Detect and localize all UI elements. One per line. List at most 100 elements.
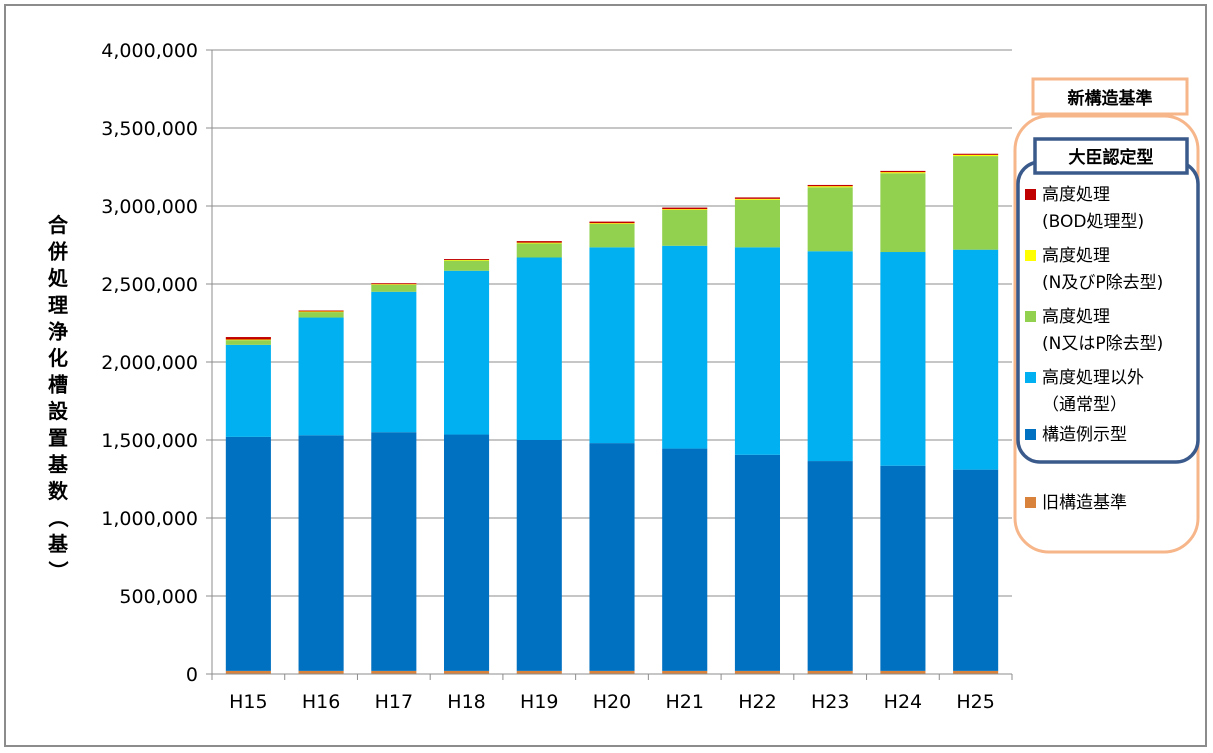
- bar-segment: [299, 318, 344, 436]
- x-tick-label: H23: [811, 691, 849, 713]
- bar-segment: [662, 208, 707, 210]
- legend-label: (N及びP除去型): [1042, 273, 1163, 293]
- bar-segment: [880, 466, 925, 671]
- y-axis-label: 合併処理浄化槽設置基数（基）: [46, 213, 70, 581]
- x-tick-label: H20: [593, 691, 631, 713]
- bar-segment: [808, 251, 853, 461]
- bar-segment: [662, 449, 707, 671]
- legend-label: （通常型）: [1042, 395, 1127, 415]
- legend-label: 高度処理: [1042, 307, 1110, 327]
- y-axis-label-char: 理: [48, 293, 68, 317]
- bar-segment: [226, 337, 271, 339]
- bar-segment: [953, 156, 998, 250]
- y-axis-label-char: 置: [48, 426, 68, 450]
- y-axis-label-char: （: [46, 508, 70, 528]
- y-axis-label-char: 基: [48, 452, 69, 476]
- x-tick-label: H24: [884, 691, 922, 713]
- bar-segment: [299, 311, 344, 312]
- y-tick-label: 3,500,000: [101, 118, 198, 140]
- bar-segment: [371, 284, 416, 285]
- legend-swatch: [1025, 189, 1036, 200]
- y-axis-label-char: 合: [48, 213, 69, 237]
- bar-segment: [517, 257, 562, 440]
- y-axis-label-char: 槽: [48, 373, 68, 397]
- bar-segment: [226, 340, 271, 345]
- bar-segment: [444, 271, 489, 435]
- bar-segment: [880, 173, 925, 252]
- y-axis-label-char: ）: [46, 561, 70, 581]
- x-tick-label: H21: [665, 691, 703, 713]
- y-tick-label: 1,500,000: [101, 430, 198, 452]
- bar-segment: [735, 199, 780, 200]
- legend-swatch: [1025, 250, 1036, 261]
- bar-segment: [517, 440, 562, 671]
- bar-segment: [517, 243, 562, 244]
- bar-segment: [589, 224, 634, 247]
- legend-label: (N又はP除去型): [1042, 334, 1163, 354]
- bar-segment: [880, 252, 925, 466]
- bar-segment: [662, 246, 707, 449]
- bar-segment: [953, 470, 998, 671]
- bar-segment: [662, 210, 707, 246]
- bar-segment: [662, 209, 707, 210]
- y-axis-label-char: 化: [48, 346, 68, 370]
- x-tick-label: H22: [738, 691, 776, 713]
- bar-segment: [808, 186, 853, 187]
- x-tick-label: H25: [956, 691, 994, 713]
- bar-segment: [953, 154, 998, 155]
- bar-segment: [953, 250, 998, 470]
- bar-segment: [226, 437, 271, 671]
- legend-swatch: [1025, 429, 1036, 440]
- bar-segment: [226, 345, 271, 437]
- bar-segment: [735, 197, 780, 198]
- bar-segment: [299, 312, 344, 317]
- y-axis-label-char: 浄: [48, 319, 68, 343]
- bar-segment: [589, 247, 634, 443]
- bar-segment: [371, 292, 416, 432]
- legend-swatch: [1025, 372, 1036, 383]
- bar-segment: [226, 340, 271, 341]
- x-tick-label: H15: [229, 691, 267, 713]
- legend-swatch: [1025, 311, 1036, 322]
- legend-swatch: [1025, 497, 1036, 508]
- bar-segment: [808, 187, 853, 251]
- y-axis-label-char: 基: [48, 532, 69, 556]
- y-axis-label-char: 設: [48, 399, 69, 423]
- y-tick-label: 1,000,000: [101, 508, 198, 530]
- x-tick-label: H18: [447, 691, 485, 713]
- bar-segment: [517, 241, 562, 243]
- bar-segment: [589, 223, 634, 224]
- legend-label: 旧構造基準: [1042, 493, 1127, 513]
- legend-label: 構造例示型: [1042, 425, 1127, 445]
- y-tick-label: 0: [186, 664, 198, 686]
- legend-inner-title: 大臣認定型: [1069, 147, 1154, 168]
- legend-label: (BOD処理型): [1042, 212, 1144, 232]
- x-tick-label: H16: [302, 691, 340, 713]
- bar-segment: [371, 432, 416, 671]
- legend-outer-title: 新構造基準: [1068, 88, 1153, 109]
- bar-segment: [880, 172, 925, 173]
- bar-segment: [444, 261, 489, 271]
- bar-segment: [299, 435, 344, 671]
- y-tick-label: 2,000,000: [101, 352, 198, 374]
- bar-segment: [880, 171, 925, 172]
- y-axis-label-char: 数: [48, 479, 69, 503]
- bar-segment: [444, 260, 489, 261]
- bar-segment: [735, 200, 780, 248]
- legend-label: 高度処理: [1042, 185, 1110, 205]
- bar-segment: [808, 185, 853, 186]
- y-tick-label: 3,000,000: [101, 196, 198, 218]
- bar-segment: [517, 243, 562, 257]
- y-tick-label: 4,000,000: [101, 40, 198, 62]
- bar-segment: [371, 283, 416, 284]
- bar-segment: [371, 285, 416, 292]
- bar-segment: [808, 461, 853, 671]
- legend-label: 高度処理以外: [1042, 368, 1144, 388]
- bar-segment: [444, 259, 489, 260]
- y-axis-label-char: 併: [47, 240, 68, 264]
- bar-segment: [589, 222, 634, 224]
- legend-label: 高度処理: [1042, 246, 1110, 266]
- bar-segment: [735, 455, 780, 671]
- bar-segment: [299, 311, 344, 312]
